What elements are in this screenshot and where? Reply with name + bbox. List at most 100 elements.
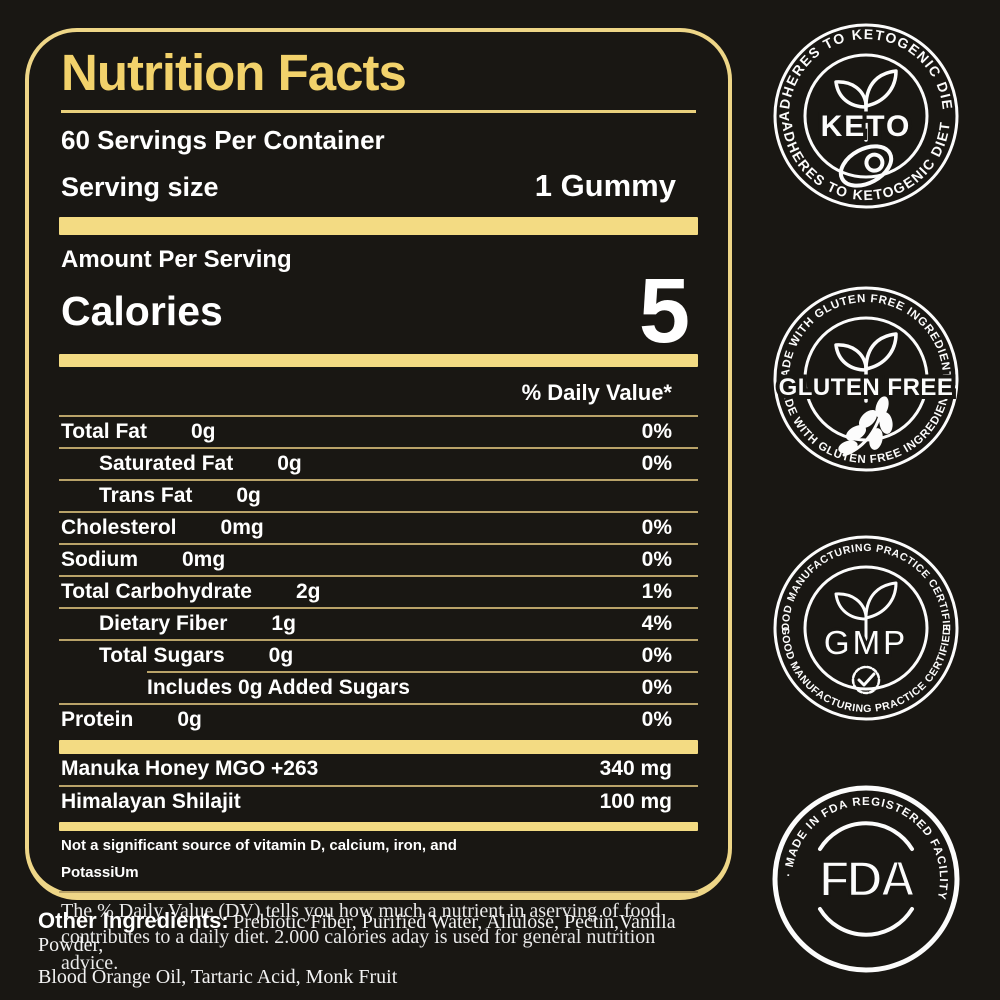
nutrient-row-total-sugars: Total Sugars 0g 0% [59, 641, 698, 671]
nutrient-label: Trans Fat [99, 483, 193, 507]
nutrient-amount: 0g [236, 483, 261, 507]
wheat-icon [838, 396, 893, 457]
row-separator [59, 784, 698, 787]
fda-badge: · MADE IN FDA REGISTERED FACILITY · MADE… [770, 783, 960, 973]
nutrient-amount: 0g [177, 707, 202, 731]
gold-divider-bar [59, 821, 698, 831]
other-ingredients-text: Prebiotic Fiber, Purified Water, Allulos… [38, 911, 676, 956]
row-separator [59, 414, 698, 417]
nutrient-amount: 0g [190, 419, 216, 443]
supplement-amount: 340 mg [599, 757, 672, 781]
nutrient-row-protein: Protein 0g 0% [59, 705, 698, 735]
nutrient-amount: 0mg [182, 547, 226, 571]
nutrient-label: Includes 0g Added Sugars [147, 675, 410, 699]
row-separator [59, 446, 698, 449]
supplement-label: Manuka Honey MGO +263 [61, 757, 319, 781]
nutrient-dv: 1% [641, 579, 672, 603]
calories-label: Calories [61, 287, 223, 334]
row-separator [59, 478, 698, 481]
nutrient-row-added-sugars: Includes 0g Added Sugars 0% [59, 673, 698, 703]
row-separator [59, 606, 698, 609]
keto-badge: ADHERES TO KETOGENIC DIET ADHERES TO KET… [770, 20, 959, 209]
nutrient-dv: 0% [641, 515, 672, 539]
nutrient-label: Total Carbohydrate [61, 579, 252, 603]
serving-size-value: 1 Gummy [534, 167, 676, 203]
row-separator [59, 542, 698, 545]
fda-badge-label: FDA [819, 851, 915, 907]
other-ingredients-text-line2: Blood Orange Oil, Tartaric Acid, Monk Fr… [38, 966, 398, 988]
fda-top-arc [818, 821, 914, 851]
footnote-separator [59, 890, 698, 893]
serving-size-row: Serving size 1 Gummy [61, 168, 698, 204]
nutrient-row-cholesterol: Cholesterol 0mg 0% [59, 513, 698, 543]
keto-badge-label: KETO [821, 110, 912, 143]
nutrient-dv: 0% [641, 451, 672, 475]
daily-value-footnote: The % Daily Value (DV) tells you how muc… [61, 899, 661, 975]
nutrient-amount: 2g [295, 579, 321, 603]
insignificant-source-note-line2: PotassiUm [61, 863, 139, 881]
row-separator [59, 638, 698, 641]
nutrient-dv: 0% [641, 547, 672, 571]
amount-per-serving-label: Amount Per Serving [61, 245, 292, 273]
row-separator-indented [147, 670, 698, 673]
servings-per-container: 60 Servings Per Container [61, 124, 385, 155]
daily-value-header: % Daily Value* [521, 379, 672, 405]
nutrient-label: Saturated Fat [99, 451, 234, 475]
nutrient-row-saturated-fat: Saturated Fat 0g 0% [59, 449, 698, 479]
row-separator [59, 510, 698, 513]
gluten-free-badge-label: GLUTEN FREE [779, 374, 954, 401]
nutrient-label: Total Fat [61, 419, 147, 443]
gmp-badge-label: GMP [824, 624, 908, 661]
nutrient-row-sodium: Sodium 0mg 0% [59, 545, 698, 575]
nutrient-row-dietary-fiber: Dietary Fiber 1g 4% [59, 609, 698, 639]
nutrient-amount: 1g [271, 611, 296, 635]
nutrient-amount: 0g [277, 451, 302, 475]
insignificant-source-note: Not a significant source of vitamin D, c… [61, 836, 457, 854]
gluten-free-badge: MADE WITH GLUTEN FREE INGREDIENTS MADE W… [770, 283, 959, 472]
nutrient-label: Protein [61, 707, 134, 731]
nutrient-row-total-fat: Total Fat 0g 0% [59, 417, 698, 447]
sprout-icon [834, 332, 898, 403]
title-rule [61, 109, 696, 113]
badge-inner-ring [803, 565, 929, 691]
nutrient-dv: 0% [641, 643, 672, 667]
supplement-row-manuka-honey: Manuka Honey MGO +263 340 mg [59, 754, 698, 785]
nutrient-label: Cholesterol [61, 515, 177, 539]
nutrient-dv: 4% [641, 611, 672, 635]
serving-size-label: Serving size [61, 171, 219, 202]
supplement-row-himalayan-shilajit: Himalayan Shilajit 100 mg [59, 787, 698, 818]
gold-divider-bar [59, 353, 698, 367]
panel-title: Nutrition Facts [61, 44, 407, 101]
nutrient-amount: 0g [268, 643, 294, 667]
badge-inner-ring [803, 53, 929, 179]
fda-bottom-arc [818, 907, 914, 937]
nutrient-label: Total Sugars [99, 643, 225, 667]
nutrient-dv: 0% [641, 675, 672, 699]
sprout-icon [834, 581, 898, 652]
gold-divider-bar [59, 739, 698, 754]
other-ingredients-label: Other Ingredients: [38, 908, 229, 933]
gold-divider-bar [59, 216, 698, 235]
badge-outer-ring [772, 785, 960, 973]
calories-value: 5 [638, 259, 690, 362]
calories-row: Calories 5 [61, 259, 698, 362]
sprout-icon [834, 69, 898, 142]
nutrient-row-trans-fat: Trans Fat 0g [59, 481, 698, 511]
badge-outer-ring [773, 535, 959, 721]
nutrient-amount: 0mg [220, 515, 264, 539]
badge-outer-ring [773, 23, 959, 209]
row-separator [59, 702, 698, 705]
avocado-icon [838, 144, 894, 188]
supplement-amount: 100 mg [599, 790, 672, 814]
nutrient-row-total-carbohydrate: Total Carbohydrate 2g 1% [59, 577, 698, 607]
nutrient-dv: 0% [641, 419, 672, 443]
nutrition-facts-panel: Nutrition Facts 60 Servings Per Containe… [25, 28, 732, 974]
badge-outer-ring [773, 286, 959, 472]
nutrient-dv: 0% [641, 707, 672, 731]
gmp-badge: GOOD MANUFACTURING PRACTICE CERTIFIED GO… [770, 532, 959, 721]
row-separator [59, 574, 698, 577]
nutrient-label: Dietary Fiber [99, 611, 228, 635]
supplement-label: Himalayan Shilajit [61, 790, 241, 814]
nutrient-label: Sodium [61, 547, 138, 571]
